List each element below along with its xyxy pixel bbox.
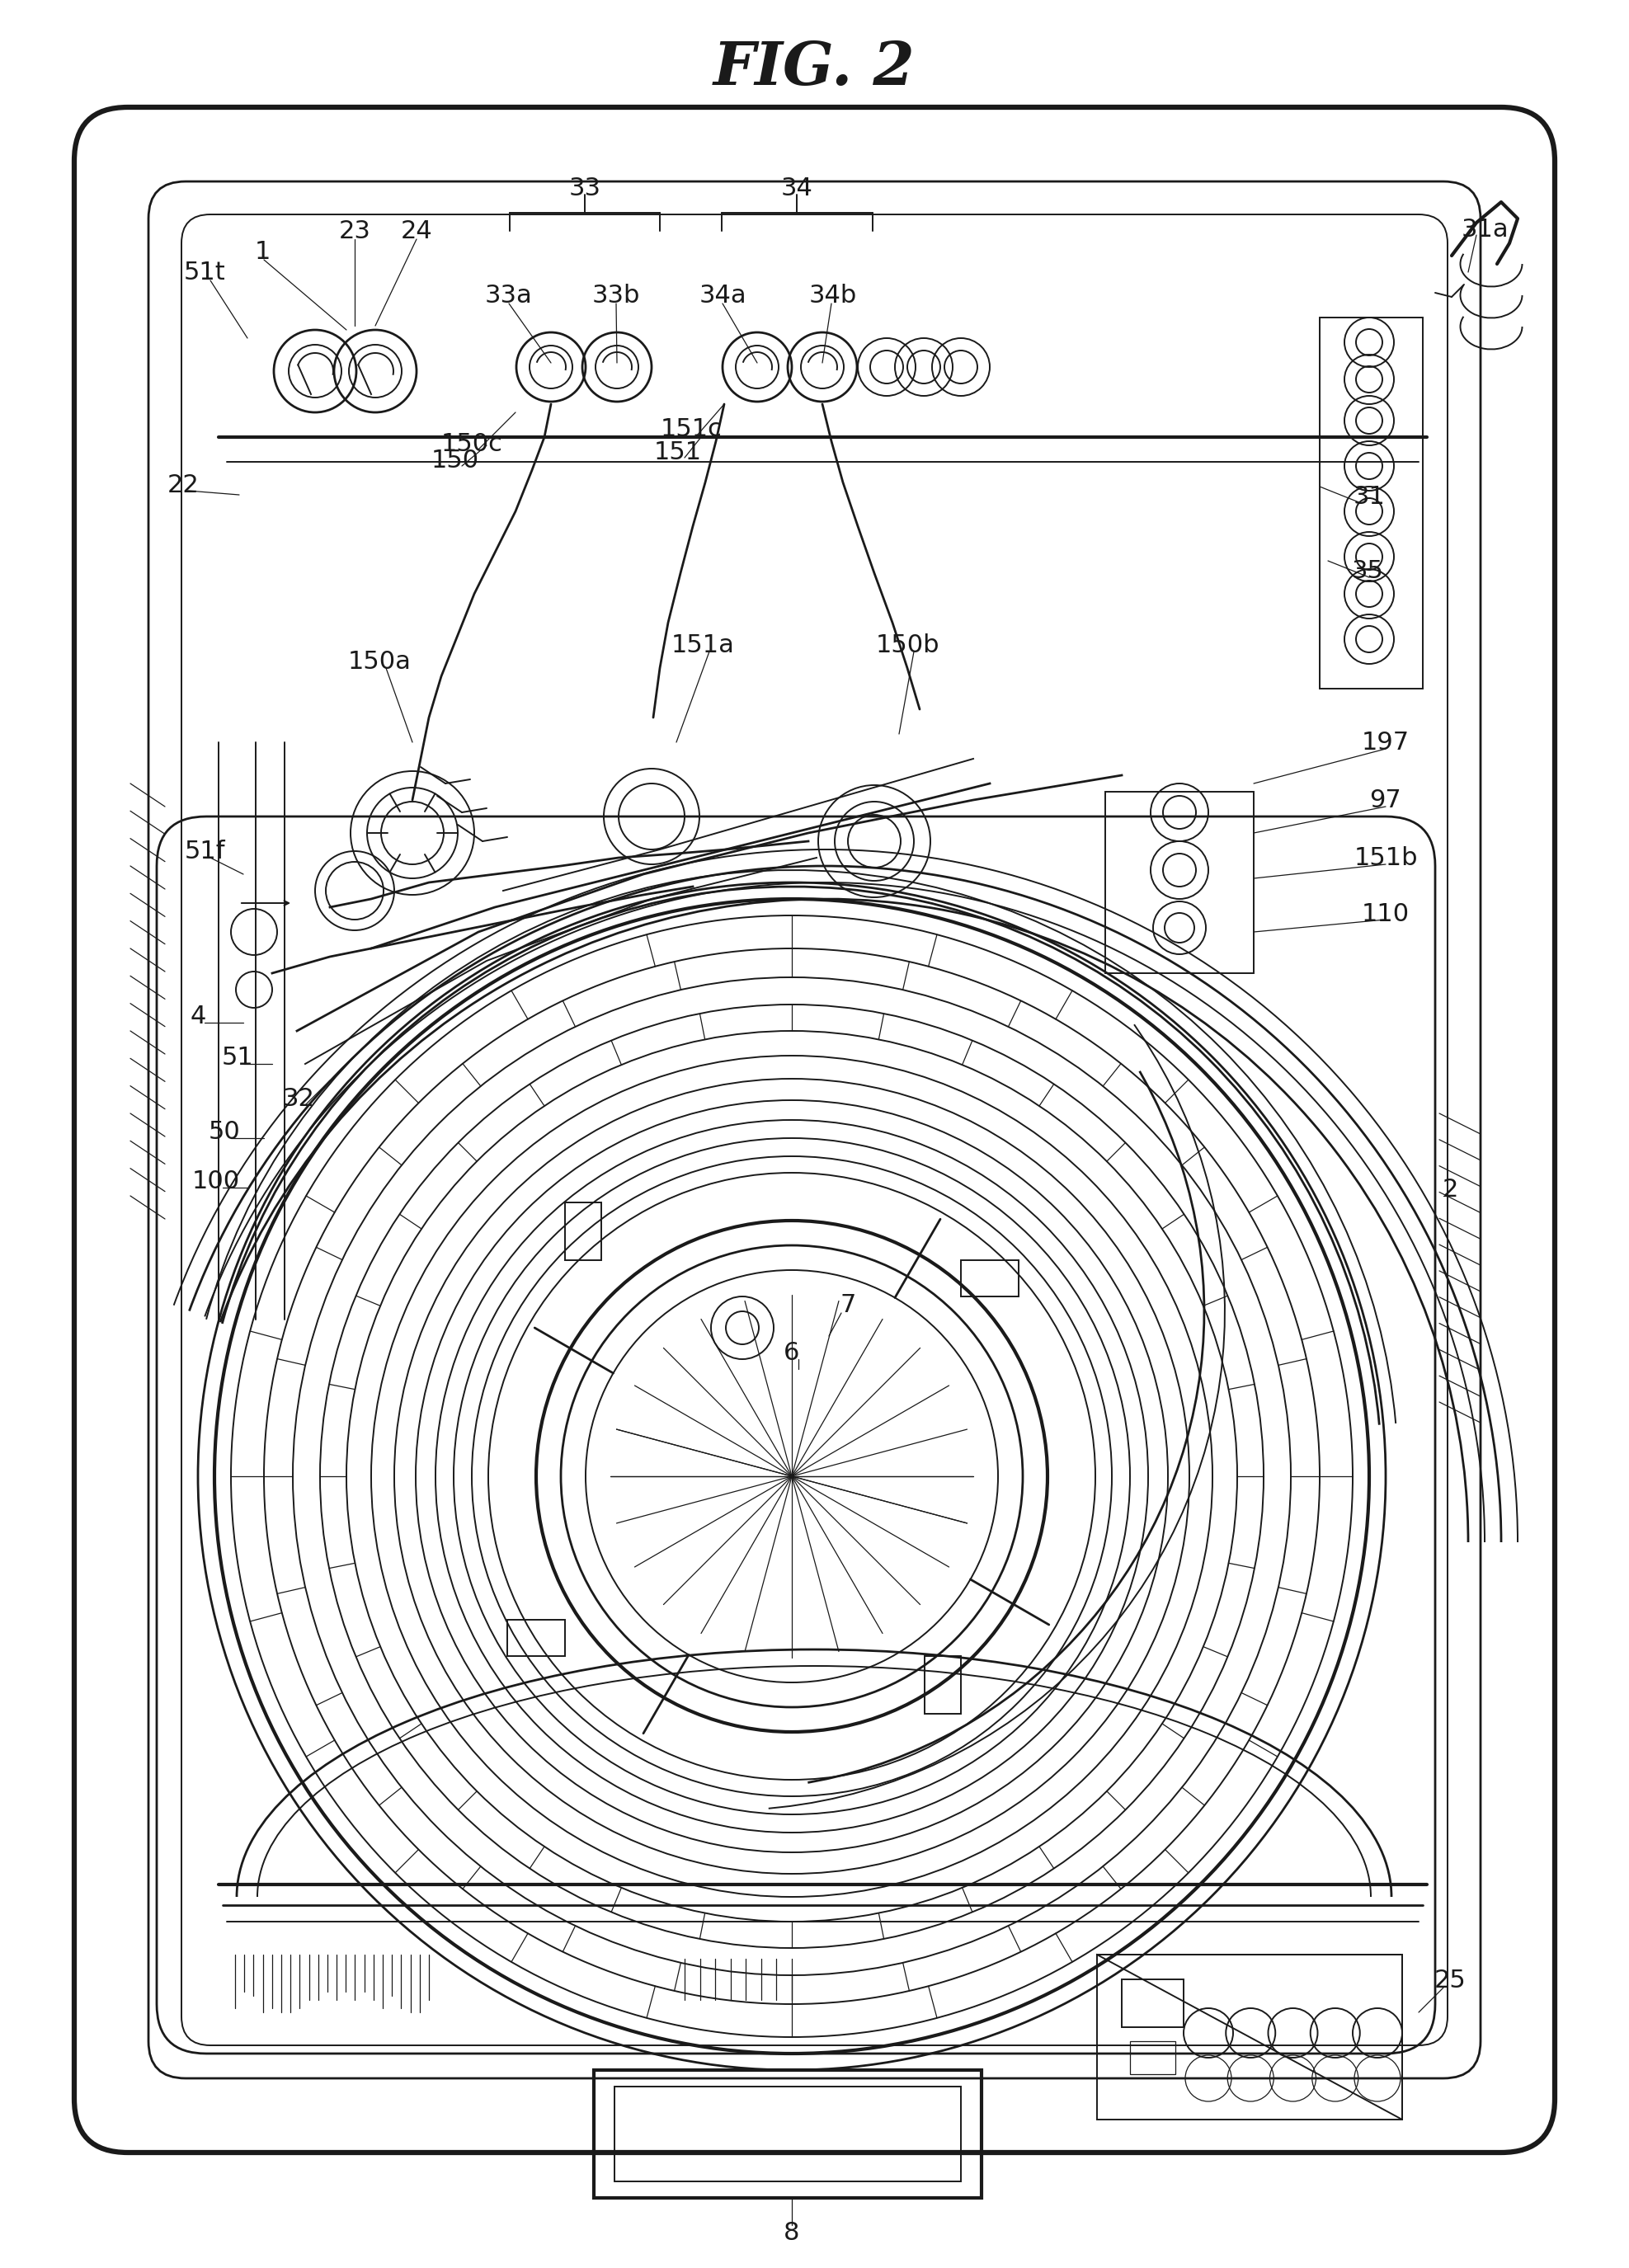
Bar [614, 2087, 961, 2182]
Text: 1: 1 [254, 240, 270, 263]
Text: 197: 197 [1362, 730, 1409, 755]
Bar [1104, 792, 1254, 973]
Text: 8: 8 [784, 2220, 800, 2245]
Text: 33: 33 [569, 177, 601, 200]
Text: 34: 34 [780, 177, 813, 200]
Text: 31a: 31a [1461, 218, 1508, 240]
Bar [1131, 2041, 1176, 2075]
Text: 24: 24 [401, 220, 433, 243]
Text: 51f: 51f [184, 839, 225, 864]
Text: 35: 35 [1352, 558, 1383, 583]
Text: 4: 4 [191, 1005, 205, 1027]
Text: 151: 151 [653, 440, 702, 465]
Text: 32: 32 [282, 1086, 314, 1111]
Text: 22: 22 [168, 474, 199, 497]
Text: 150b: 150b [875, 633, 940, 658]
Text: 150a: 150a [347, 649, 411, 674]
Text: 100: 100 [192, 1168, 239, 1193]
Bar [1096, 1955, 1403, 2121]
Text: 34b: 34b [810, 284, 857, 306]
Text: 33a: 33a [485, 284, 533, 306]
Text: 151a: 151a [671, 633, 735, 658]
Text: 2: 2 [1442, 1177, 1458, 1202]
Text: 150: 150 [432, 449, 479, 472]
Text: 97: 97 [1370, 787, 1401, 812]
Bar [565, 1202, 601, 1259]
Text: 150c: 150c [441, 431, 503, 456]
Text: 7: 7 [841, 1293, 855, 1318]
Text: 23: 23 [339, 220, 371, 243]
Bar [507, 1619, 565, 1656]
Text: 33b: 33b [591, 284, 640, 306]
Text: 151b: 151b [1354, 846, 1417, 869]
Text: 110: 110 [1362, 903, 1409, 925]
Text: 34a: 34a [699, 284, 746, 306]
Text: 51t: 51t [184, 261, 225, 284]
Bar [961, 1259, 1020, 1295]
Text: 50: 50 [209, 1120, 241, 1143]
Text: 51: 51 [222, 1046, 254, 1068]
Bar [1122, 1980, 1184, 2028]
Bar [1319, 318, 1422, 689]
Text: 25: 25 [1434, 1969, 1466, 1994]
Bar [925, 1656, 961, 1715]
Text: FIG. 2: FIG. 2 [714, 39, 915, 98]
Text: 31: 31 [1354, 485, 1385, 508]
Text: 151c: 151c [660, 417, 722, 440]
Bar [595, 2071, 982, 2198]
Text: 6: 6 [784, 1340, 800, 1365]
